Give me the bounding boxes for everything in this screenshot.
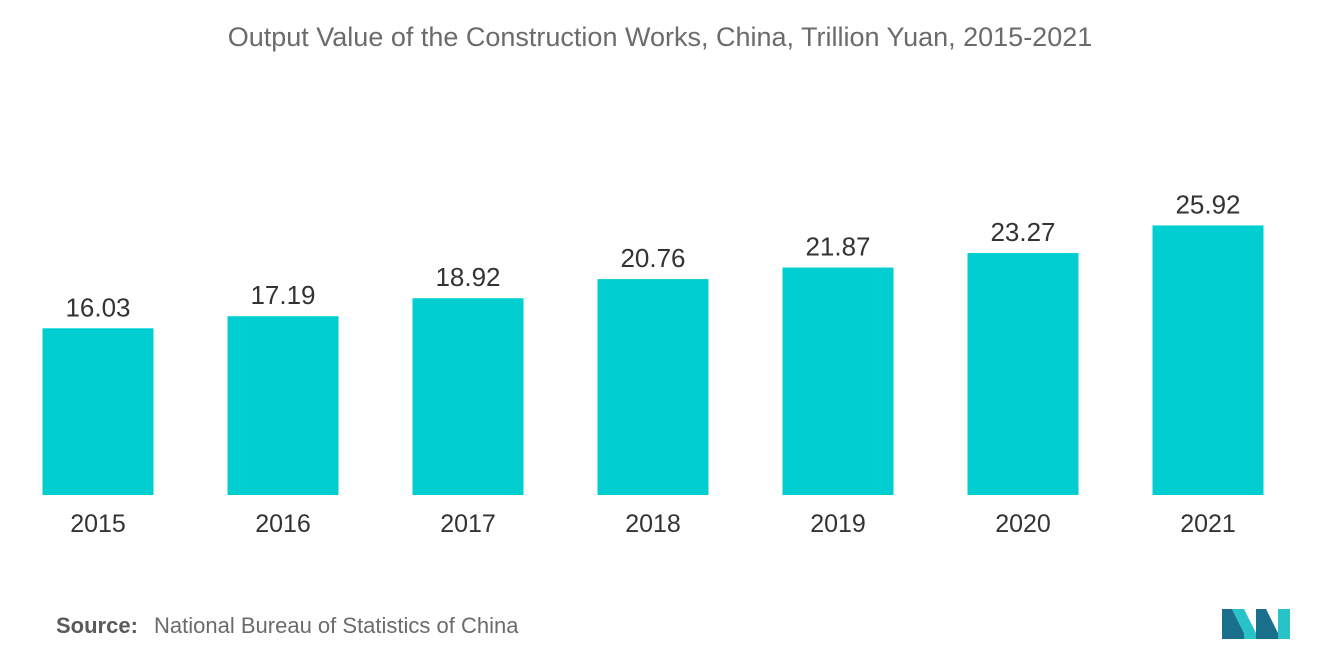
x-tick-label-2021: 2021 xyxy=(1180,510,1236,538)
bar-2017 xyxy=(412,298,524,495)
bars-layer xyxy=(42,225,1264,495)
bar-2021 xyxy=(1152,225,1264,495)
bar-2020 xyxy=(967,252,1079,495)
bar-2016 xyxy=(227,316,339,495)
x-tick-label-2015: 2015 xyxy=(70,510,126,538)
value-label-2017: 18.92 xyxy=(435,262,500,292)
x-tick-label-2018: 2018 xyxy=(625,510,681,538)
x-tick-label-2016: 2016 xyxy=(255,510,311,538)
value-label-2015: 16.03 xyxy=(65,292,130,322)
x-tick-label-2017: 2017 xyxy=(440,510,496,538)
value-label-2019: 21.87 xyxy=(805,232,870,262)
value-label-2018: 20.76 xyxy=(620,243,685,273)
x-tick-labels-layer: 2015 2016 2017 2018 2019 2020 2021 xyxy=(70,510,1236,538)
value-label-2016: 17.19 xyxy=(250,280,315,310)
chart-title: Output Value of the Construction Works, … xyxy=(227,22,1093,52)
source-text: National Bureau of Statistics of China xyxy=(154,613,519,638)
x-tick-label-2019: 2019 xyxy=(810,510,866,538)
value-label-2020: 23.27 xyxy=(990,217,1055,247)
value-labels-layer: 16.03 17.19 18.92 20.76 21.87 23.27 25.92 xyxy=(65,189,1240,322)
source-label: Source: xyxy=(56,613,138,638)
x-tick-label-2020: 2020 xyxy=(995,510,1051,538)
bar-2018 xyxy=(597,279,709,495)
source-note: Source: National Bureau of Statistics of… xyxy=(56,613,518,639)
value-label-2021: 25.92 xyxy=(1175,189,1240,219)
bar-2015 xyxy=(42,328,154,495)
market-logo-icon xyxy=(1222,609,1290,639)
bar-2019 xyxy=(782,267,894,495)
